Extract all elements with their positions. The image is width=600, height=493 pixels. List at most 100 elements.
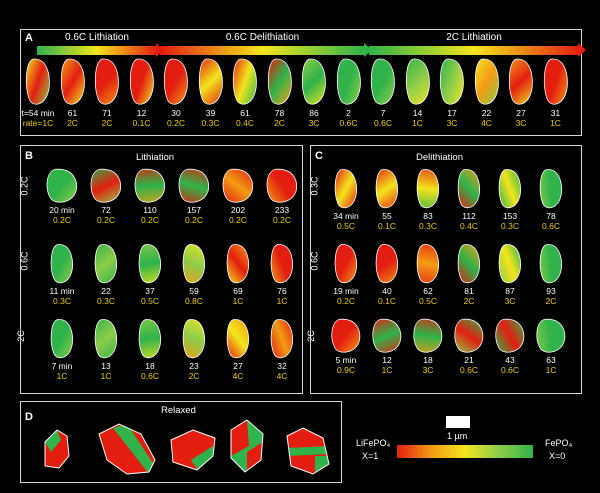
particle-image bbox=[410, 317, 446, 355]
time-label: 86 bbox=[309, 108, 319, 118]
particle-cell: 12 0.1C bbox=[124, 56, 160, 128]
particle-image bbox=[369, 317, 405, 355]
time-label: 21 bbox=[464, 355, 474, 365]
rate-label: 0.2C bbox=[273, 215, 291, 225]
particle-image bbox=[227, 56, 263, 108]
rate-label: 2C bbox=[463, 296, 475, 306]
time-label: 78 bbox=[546, 211, 556, 221]
rate-label: 2C bbox=[67, 118, 78, 128]
particle-cell: 21 0.6C bbox=[451, 317, 487, 375]
time-label: 55 bbox=[382, 211, 392, 221]
particle-cell: 31 1C bbox=[538, 56, 574, 128]
particle-image bbox=[296, 56, 332, 108]
panel-c-row-label: 0.6C bbox=[309, 251, 320, 271]
panel-a: A bbox=[20, 29, 582, 136]
particle-image bbox=[434, 56, 470, 108]
particle-image bbox=[492, 317, 528, 355]
particle-image bbox=[331, 56, 367, 108]
particle-cell: 27 4C bbox=[220, 317, 256, 381]
arrow-label-3: 2C Lithiation bbox=[446, 32, 502, 43]
panel-c: C Delithiation bbox=[310, 145, 582, 394]
time-label: 71 bbox=[102, 108, 112, 118]
particle-image bbox=[328, 167, 364, 211]
time-label: 27 bbox=[233, 361, 243, 371]
time-label: 5 min bbox=[335, 355, 357, 365]
particle-image bbox=[124, 56, 160, 108]
particle-cell: 13 1C bbox=[88, 317, 124, 381]
particle-cell: 110 0.2C bbox=[132, 167, 168, 225]
particle-image bbox=[369, 167, 405, 211]
legend-left-sub: X=1 bbox=[362, 451, 379, 461]
arrow-label-2: 0.6C Delithiation bbox=[225, 32, 300, 43]
time-label: 12 bbox=[382, 355, 392, 365]
legend-right-title: FePO₄ bbox=[545, 438, 573, 448]
particle-cell: 157 0.2C bbox=[176, 167, 212, 225]
particle-cell: 59 0.8C bbox=[176, 242, 212, 306]
arrow-label-1: 0.6C Lithiation bbox=[65, 32, 129, 43]
panel-d: D Relaxed bbox=[20, 401, 342, 483]
rate-label: 0.1C bbox=[132, 118, 151, 128]
particle-image bbox=[365, 56, 401, 108]
particle-cell: 55 0.1C bbox=[369, 167, 405, 231]
particle-image bbox=[328, 317, 364, 355]
time-label: 233 bbox=[274, 205, 290, 215]
panel-c-row-label: 2C bbox=[305, 330, 316, 342]
rate-label: 0.3C bbox=[501, 221, 519, 231]
particle-cell: 233 0.2C bbox=[264, 167, 300, 225]
particle-cell: t=54 min rate=1C bbox=[20, 56, 56, 128]
particle-image bbox=[55, 56, 91, 108]
time-label: 7 min bbox=[51, 361, 73, 371]
particle-cell: 22 4C bbox=[469, 56, 505, 128]
time-label: 34 min bbox=[333, 211, 359, 221]
time-label: 81 bbox=[464, 286, 474, 296]
rate-label: 1C bbox=[381, 365, 393, 375]
particle-image bbox=[492, 242, 528, 286]
time-label: 63 bbox=[546, 355, 556, 365]
time-label: 76 bbox=[277, 286, 287, 296]
time-label: 43 bbox=[505, 355, 515, 365]
arrow-2 bbox=[160, 43, 372, 57]
rate-label: 0.5C bbox=[141, 296, 159, 306]
time-label: 18 bbox=[423, 355, 433, 365]
particle-image bbox=[44, 242, 80, 286]
time-label: 11 min bbox=[49, 286, 75, 296]
particle-cell: 40 0.1C bbox=[369, 242, 405, 306]
time-label: t=54 min bbox=[21, 108, 55, 118]
rate-label: 3C bbox=[446, 118, 458, 128]
particle-image bbox=[176, 167, 212, 205]
time-label: 23 bbox=[189, 361, 199, 371]
scale-bar bbox=[446, 416, 470, 428]
particle-cell: 62 0.5C bbox=[410, 242, 446, 306]
particle-cell: 153 0.3C bbox=[492, 167, 528, 231]
particle-cell: 63 1C bbox=[533, 317, 569, 375]
particle-cell: 23 2C bbox=[176, 317, 212, 381]
panel-b-row-label: 0.6C bbox=[19, 251, 30, 271]
relaxed-particles bbox=[44, 419, 330, 475]
particle-image bbox=[88, 317, 124, 361]
time-label: 30 bbox=[171, 108, 181, 118]
rate-label: 1C bbox=[412, 118, 423, 128]
particle-cell: 61 2C bbox=[55, 56, 91, 128]
particle-image bbox=[220, 242, 256, 286]
scale-bar-label: 1 µm bbox=[447, 431, 468, 441]
panel-c-title: Delithiation bbox=[416, 152, 463, 163]
particle-cell: 78 0.6C bbox=[533, 167, 569, 231]
particle-image bbox=[158, 56, 194, 108]
particle-image bbox=[369, 242, 405, 286]
legend-right-sub: X=0 bbox=[549, 451, 566, 461]
panel-d-title: Relaxed bbox=[161, 405, 196, 416]
particle-image bbox=[176, 317, 212, 361]
particle-image bbox=[220, 317, 256, 361]
particle-image bbox=[132, 167, 168, 205]
rate-label: 0.8C bbox=[185, 296, 203, 306]
panel-c-label: C bbox=[315, 150, 323, 162]
time-label: 59 bbox=[189, 286, 199, 296]
rate-label: 1C bbox=[232, 296, 244, 306]
particle-image bbox=[264, 317, 300, 361]
panel-b: B Lithiation bbox=[20, 145, 303, 394]
rate-label: 2C bbox=[101, 118, 113, 128]
rate-label: 0.4C bbox=[236, 118, 254, 128]
rate-label: 0.2C bbox=[53, 215, 71, 225]
panel-b-row-label: 2C bbox=[15, 330, 26, 342]
time-label: 12 bbox=[136, 108, 147, 118]
